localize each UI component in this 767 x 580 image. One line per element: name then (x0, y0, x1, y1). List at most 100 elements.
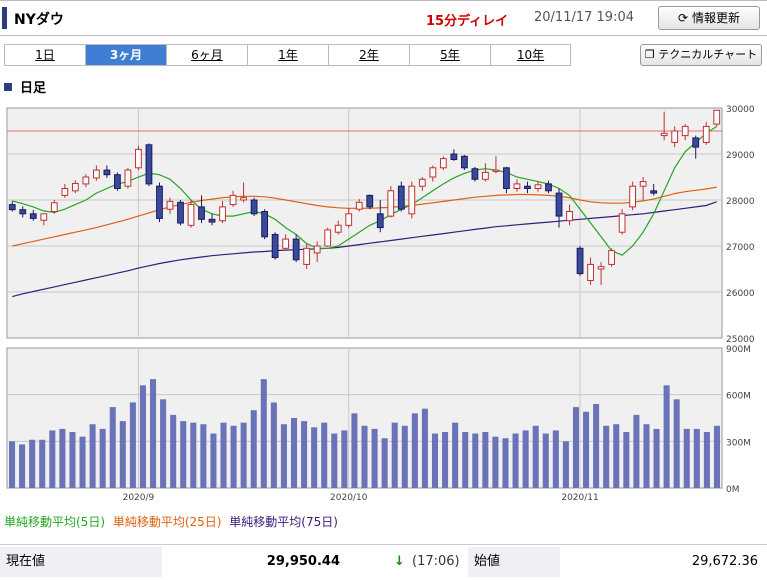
volume-bar (371, 428, 378, 488)
volume-bar (552, 430, 559, 488)
volume-bars (9, 379, 720, 488)
candle (145, 143, 153, 187)
chart-legend: 単純移動平均(5日) 単純移動平均(25日) 単純移動平均(75日) (4, 513, 342, 530)
open-price-label: 始値 (468, 547, 560, 577)
candle (292, 234, 300, 263)
tab-3m[interactable]: 3ヶ月 (85, 44, 166, 66)
candle-body (345, 213, 353, 226)
volume-bar (673, 399, 680, 488)
candle-body (61, 188, 69, 196)
volume-bar (250, 410, 257, 488)
candle-body (387, 190, 395, 217)
candle (597, 262, 605, 286)
candle-body (482, 171, 489, 180)
volume-bar (492, 436, 499, 488)
tab-10y[interactable]: 10年 (490, 44, 571, 66)
candle-body (713, 109, 721, 125)
candle (261, 209, 269, 240)
candle-body (681, 125, 689, 137)
candle-body (282, 238, 290, 249)
volume-bar (109, 407, 116, 488)
candle (334, 220, 342, 235)
candle-body (692, 137, 700, 148)
candle-body (702, 125, 710, 143)
candle (692, 135, 700, 159)
candle (660, 111, 668, 141)
volume-bar (19, 444, 26, 488)
volume-bar (583, 411, 590, 488)
volume-bar (59, 428, 66, 488)
tab-6m[interactable]: 6ヶ月 (166, 44, 247, 66)
candle-body (250, 199, 258, 215)
candle-body (29, 213, 37, 219)
candle (166, 197, 174, 214)
candle (545, 180, 552, 194)
candle (566, 204, 573, 226)
volume-bar (351, 413, 358, 488)
price-tick-label: 25000 (726, 335, 755, 345)
volume-tick-label: 900M (726, 345, 751, 355)
volume-bar (240, 422, 247, 488)
candle (8, 201, 16, 212)
candle (618, 209, 626, 235)
candle-body (418, 178, 426, 187)
volume-bar (331, 433, 338, 488)
volume-bar (462, 432, 469, 488)
quote-row: 現在値 29,950.44 ↓ (17:06) 始値 29,672.36 (0, 544, 767, 580)
tab-1d[interactable]: 1日 (4, 44, 85, 66)
volume-bar (321, 422, 328, 488)
timestamp: 20/11/17 19:04 (534, 10, 634, 25)
candle (629, 181, 637, 211)
candle (576, 246, 584, 276)
volume-bar (139, 385, 146, 488)
tab-1y[interactable]: 1年 (247, 44, 328, 66)
volume-bar (703, 432, 710, 488)
candle (702, 121, 710, 145)
price-tick-label: 29000 (726, 151, 755, 161)
candle-body (639, 181, 647, 187)
delay-notice: 15分ディレイ (426, 14, 509, 29)
candle (492, 156, 500, 174)
volume-bar (452, 422, 459, 488)
volume-bar (603, 425, 610, 488)
candle-body (660, 132, 668, 137)
tab-5y[interactable]: 5年 (409, 44, 490, 66)
volume-bar (572, 407, 579, 488)
volume-bar (230, 425, 237, 488)
candle (324, 227, 332, 247)
candle (460, 154, 468, 171)
volume-tick-label: 0M (726, 485, 740, 495)
candle-body (208, 218, 216, 223)
refresh-icon: ⟳ (678, 11, 689, 25)
volume-bar (190, 422, 197, 488)
candle-body (229, 194, 237, 206)
volume-bar (633, 414, 640, 488)
candle-body (376, 213, 384, 229)
candle (408, 181, 416, 219)
tab-2y[interactable]: 2年 (328, 44, 409, 66)
candle (671, 126, 679, 148)
candle-body (555, 192, 563, 217)
candle-body (576, 247, 584, 275)
candle (208, 213, 216, 226)
volume-bar (301, 421, 308, 488)
candle-body (524, 185, 531, 189)
candle (82, 174, 90, 188)
refresh-button[interactable]: ⟳ 情報更新 (658, 6, 760, 30)
current-price-label: 現在値 (0, 547, 162, 577)
technical-chart-button[interactable]: ❐ テクニカルチャート (640, 44, 762, 66)
candle-body (271, 234, 279, 258)
candle-body (92, 169, 100, 179)
candle-body (671, 130, 679, 143)
volume-bar (220, 422, 227, 488)
candle-body (166, 200, 174, 210)
update-time: (17:06) (412, 554, 460, 569)
candle-body (50, 202, 58, 213)
candle-body (135, 148, 142, 169)
candle (639, 177, 647, 200)
down-arrow-icon: ↓ (394, 554, 405, 569)
candle-body (429, 167, 437, 178)
volume-bar (472, 433, 479, 488)
candle (503, 166, 510, 194)
